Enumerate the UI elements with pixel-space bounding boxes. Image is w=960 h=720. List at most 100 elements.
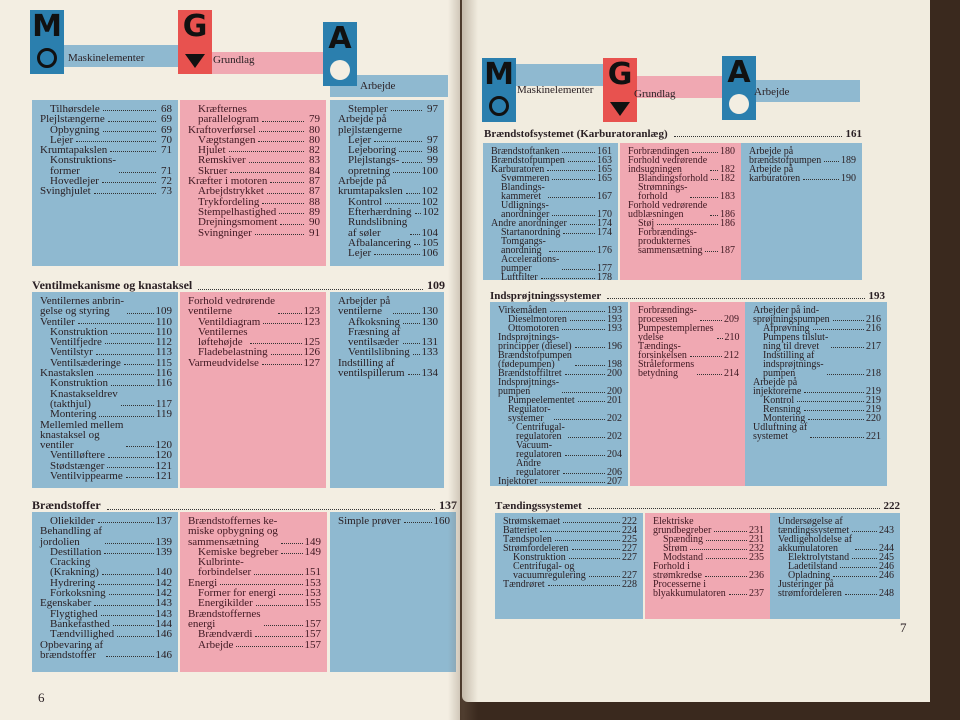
toc-entry-title: Strømskemaet — [503, 516, 561, 527]
arrow-down-icon: G — [603, 58, 637, 122]
toc-entry-page: 187 — [720, 245, 735, 256]
dot-leader — [568, 558, 620, 559]
toc-entry-page: 146 — [155, 628, 173, 641]
toc-entry-title: Mellemled mellem knastaksel og ventiler — [40, 418, 124, 452]
dot-leader — [250, 343, 302, 345]
section-page: 193 — [868, 290, 886, 302]
dot-leader — [852, 531, 877, 532]
toc-entry-page: 210 — [724, 332, 740, 343]
toc-entry-page: 83 — [309, 154, 320, 167]
dot-leader — [127, 312, 154, 314]
toc-entry: Ventildiagram 123 — [188, 316, 320, 327]
toc-entry: Lejer 97 — [338, 134, 438, 145]
category-letter: M — [484, 58, 514, 92]
toc-entry: Afprøvning 216 — [753, 324, 881, 334]
toc-entry-title: Svinghjulet — [40, 185, 91, 198]
toc-entry-page: 115 — [155, 356, 172, 369]
toc-entry: Ventilslibning 133 — [338, 347, 438, 358]
toc-entry-title: Centrifugal- og vacuumregulering — [513, 561, 586, 581]
dot-leader — [563, 522, 620, 523]
toc-entry: Kemiske begreber 149 — [188, 546, 321, 557]
toc-entry: Efterhærdning 102 — [338, 206, 439, 217]
toc-entry: Indsprøjtnings- principper (diesel) 196 — [498, 333, 622, 352]
toc-entry-page: 202 — [607, 431, 622, 442]
dot-leader — [405, 192, 420, 194]
section-heading: Ventilmekanisme og knastaksel 109 — [32, 278, 445, 293]
dot-leader — [567, 161, 595, 162]
toc-entry-title: Stempelhastighed — [198, 205, 277, 218]
toc-entry-title: Kontrol — [763, 395, 795, 406]
dot-leader — [413, 244, 420, 246]
toc-entry: Fladebelastning 126 — [188, 347, 320, 358]
section-heading: Brændstofsystemet (Karburatoranlæg) 161 — [484, 128, 862, 140]
dot-leader — [803, 179, 839, 180]
toc-entry-page: 112 — [155, 336, 172, 349]
dot-leader — [414, 213, 421, 215]
toc-entry-page: 193 — [607, 323, 622, 334]
toc-entry: Forhold vedrørende ventilerne 123 — [188, 296, 320, 317]
toc-entry-page: 127 — [303, 356, 321, 369]
dot-leader — [844, 594, 877, 595]
toc-entry-title: Andre anordninger — [491, 218, 567, 229]
toc-entry-page: 206 — [607, 467, 622, 478]
dot-leader — [690, 197, 718, 198]
toc-entry-title: Lejer — [348, 247, 372, 260]
toc-entry: Lejer 106 — [338, 247, 438, 260]
toc-entry: Knastakseldrev (takthjul) 117 — [40, 388, 172, 409]
toc-entry-title: Stempler — [348, 103, 388, 115]
toc-entry: Ventilløftere 120 — [40, 450, 172, 461]
toc-entry-page: 220 — [866, 413, 881, 424]
toc-entry-page: 87 — [309, 175, 320, 188]
toc-entry-title: Svingninger — [198, 226, 252, 239]
category-letter: A — [727, 56, 751, 90]
toc-entry-page: 227 — [622, 543, 637, 554]
toc-entry: Processerne i blyakkumulatoren 237 — [653, 580, 764, 599]
toc-entry: Brændstoffernes ke- miske opbygning og s… — [188, 516, 321, 548]
toc-entry-page: 227 — [622, 570, 637, 581]
toc-entry-page: 221 — [866, 431, 881, 442]
tool-work-icon: A — [722, 56, 756, 120]
book-gutter — [448, 0, 478, 720]
toc-entry: Stempler 97 — [338, 103, 438, 115]
toc-entry: Udluftning af systemet 221 — [753, 423, 881, 442]
toc-entry: Virkemåden 193 — [498, 306, 622, 316]
dot-leader — [101, 182, 156, 184]
toc-entry: Cracking (Krakning) 140 — [40, 557, 172, 578]
dot-leader — [385, 202, 420, 204]
toc-entry: Regulator- systemer 202 — [498, 405, 622, 424]
toc-entry: opretning 100 — [338, 165, 438, 176]
toc-entry-page: 214 — [724, 368, 739, 379]
toc-entry: Konstruktions- former 71 — [40, 155, 172, 176]
toc-entry-page: 72 — [161, 175, 172, 188]
toc-entry: Ottomotoren 193 — [498, 323, 622, 334]
dot-leader — [261, 364, 302, 366]
toc-entry-page: 207 — [607, 476, 622, 487]
toc-entry-page: 123 — [303, 305, 321, 318]
dot-leader — [402, 161, 422, 163]
toc-entry-title: Tændings- forsinkelsen — [638, 341, 687, 361]
toc-entry-page: 84 — [309, 164, 320, 177]
toc-entry: Brændstoffiltret 200 — [498, 369, 622, 379]
toc-entry-page: 82 — [309, 144, 320, 157]
toc-entry-title: Tomgangs- anordning — [501, 236, 546, 256]
dot-leader — [571, 549, 620, 550]
toc-column: Brændstoffernes ke- miske opbygning og s… — [180, 512, 327, 672]
dot-leader — [393, 312, 420, 314]
toc-entry-title: Remskiver — [198, 154, 246, 167]
toc-entry: Hjulet 82 — [188, 144, 320, 157]
toc-entry: Afbalancering 105 — [338, 237, 438, 248]
dot-leader — [255, 604, 303, 606]
dot-leader — [248, 161, 304, 163]
toc-entry-page: 104 — [421, 226, 439, 239]
toc-entry-page: 161 — [597, 146, 612, 157]
toc-entry-title: Modstand — [663, 552, 703, 563]
toc-entry: Opbygning 69 — [40, 124, 172, 135]
toc-entry: Tændvillighed 146 — [40, 628, 173, 641]
dot-leader — [263, 322, 302, 324]
toc-entry-page: 102 — [421, 195, 439, 208]
toc-entry-title: Behandling af jordolien — [40, 525, 103, 548]
category-band-grundlag — [630, 76, 750, 98]
toc-entry-title: Kulbrinte- forbindelser — [198, 556, 252, 579]
toc-entry-page: 146 — [155, 648, 173, 661]
toc-entry: Arbejde på plejlstængerne — [338, 114, 438, 135]
